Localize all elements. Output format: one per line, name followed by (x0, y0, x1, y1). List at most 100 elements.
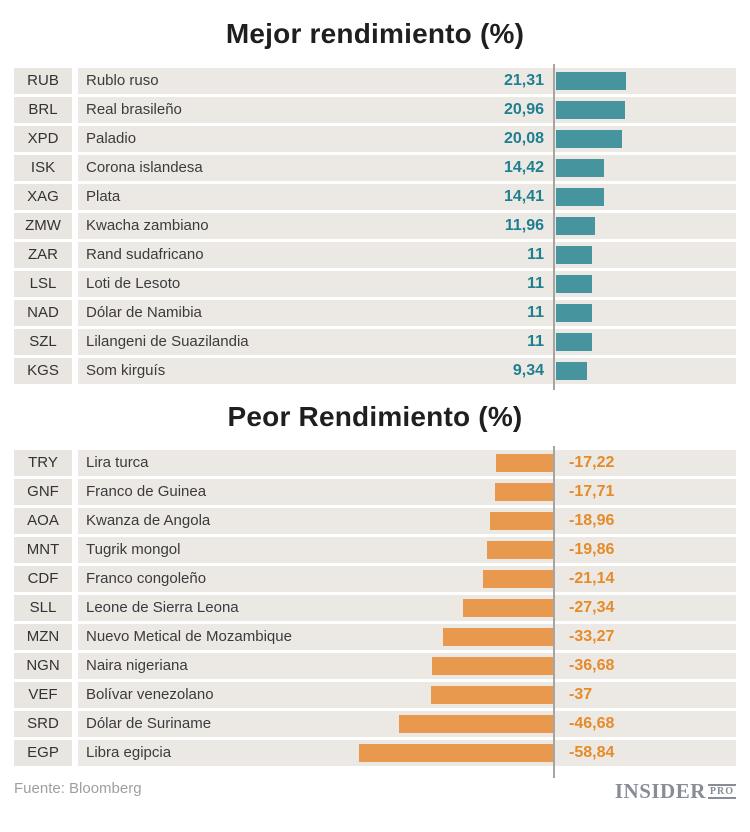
table-row: LSL Loti de Lesoto 11 (0, 271, 750, 297)
positive-bar (556, 159, 604, 177)
row-background-band (78, 566, 736, 592)
currency-name-label: Loti de Lesoto (86, 275, 181, 292)
value-label: 11 (527, 275, 544, 292)
currency-name-label: Plata (86, 188, 121, 205)
table-row: ISK Corona islandesa 14,42 (0, 155, 750, 181)
table-row: TRY Lira turca -17,22 (0, 450, 750, 476)
currency-name-label: Lira turca (86, 454, 149, 471)
currency-code-badge: RUB (14, 68, 72, 94)
zero-axis-line-bottom (553, 446, 555, 778)
positive-bar (556, 362, 587, 380)
table-row: CDF Franco congoleño -21,14 (0, 566, 750, 592)
negative-bar (463, 599, 553, 617)
value-label: 14,42 (503, 159, 544, 176)
positive-bar (556, 188, 604, 206)
currency-code-badge: VEF (14, 682, 72, 708)
currency-name-label: Paladio (86, 130, 137, 147)
currency-code-badge: ZMW (14, 213, 72, 239)
positive-bar (556, 130, 622, 148)
value-label: -33,27 (569, 628, 615, 645)
worst-performance-title: Peor Rendimiento (%) (227, 401, 523, 432)
value-label: 14,41 (503, 188, 544, 205)
currency-code-badge: MZN (14, 624, 72, 650)
value-label: -36,68 (569, 657, 615, 674)
currency-name-label: Bolívar venezolano (86, 686, 214, 703)
currency-code-badge: AOA (14, 508, 72, 534)
zero-axis-line-top (553, 64, 555, 390)
currency-code-badge: NAD (14, 300, 72, 326)
value-label: 11 (527, 333, 544, 350)
value-label: 20,96 (503, 101, 544, 118)
row-background-band (78, 358, 736, 384)
currency-name-label: Franco de Guinea (86, 483, 207, 500)
value-label: 11 (527, 304, 544, 321)
currency-name-label: Corona islandesa (86, 159, 203, 176)
value-label: -19,86 (569, 541, 615, 558)
currency-code-badge: SRD (14, 711, 72, 737)
table-row: SLL Leone de Sierra Leona -27,34 (0, 595, 750, 621)
currency-code-badge: KGS (14, 358, 72, 384)
row-background-band (78, 242, 736, 268)
value-label: -17,71 (569, 483, 615, 500)
row-background-band (78, 624, 736, 650)
negative-bar (487, 541, 553, 559)
currency-code-badge: GNF (14, 479, 72, 505)
table-row: MZN Nuevo Metical de Mozambique -33,27 (0, 624, 750, 650)
currency-code-badge: ZAR (14, 242, 72, 268)
currency-name-label: Dólar de Namibia (86, 304, 202, 321)
negative-bar (496, 454, 553, 472)
best-performance-rows: RUB Rublo ruso 21,31 BRL Real brasileño 20,96… (0, 68, 750, 387)
positive-bar (556, 275, 592, 293)
value-label: -58,84 (569, 744, 615, 761)
row-background-band (78, 479, 736, 505)
table-row: KGS Som kirguís 9,34 (0, 358, 750, 384)
currency-name-label: Kwacha zambiano (86, 217, 209, 234)
currency-name-label: Real brasileño (86, 101, 182, 118)
value-label: -17,22 (569, 454, 615, 471)
table-row: AOA Kwanza de Angola -18,96 (0, 508, 750, 534)
positive-bar (556, 304, 592, 322)
row-background-band (78, 184, 736, 210)
row-background-band (78, 653, 736, 679)
currency-code-badge: XPD (14, 126, 72, 152)
currency-name-label: Franco congoleño (86, 570, 207, 587)
table-row: VEF Bolívar venezolano -37 (0, 682, 750, 708)
currency-name-label: Leone de Sierra Leona (86, 599, 239, 616)
negative-bar (443, 628, 553, 646)
table-row: XAG Plata 14,41 (0, 184, 750, 210)
value-label: -37 (569, 686, 593, 703)
currency-code-badge: XAG (14, 184, 72, 210)
currency-name-label: Rublo ruso (86, 72, 159, 89)
currency-code-badge: SZL (14, 329, 72, 355)
value-label: -21,14 (569, 570, 615, 587)
row-background-band (78, 155, 736, 181)
negative-bar (399, 715, 553, 733)
table-row: MNT Tugrik mongol -19,86 (0, 537, 750, 563)
negative-bar (495, 483, 553, 501)
worst-performance-rows: TRY Lira turca -17,22 GNF Franco de Guinea -1… (0, 450, 750, 769)
table-row: GNF Franco de Guinea -17,71 (0, 479, 750, 505)
value-label: -46,68 (569, 715, 615, 732)
positive-bar (556, 101, 625, 119)
currency-name-label: Libra egipcia (86, 744, 172, 761)
row-background-band (78, 271, 736, 297)
row-background-band (78, 126, 736, 152)
currency-code-badge: NGN (14, 653, 72, 679)
row-background-band (78, 450, 736, 476)
row-background-band (78, 213, 736, 239)
currency-name-label: Dólar de Suriname (86, 715, 212, 732)
positive-bar (556, 333, 592, 351)
value-label: 11,96 (504, 217, 544, 234)
currency-code-badge: MNT (14, 537, 72, 563)
currency-code-badge: BRL (14, 97, 72, 123)
table-row: RUB Rublo ruso 21,31 (0, 68, 750, 94)
positive-bar (556, 217, 595, 235)
row-background-band (78, 508, 736, 534)
value-label: 20,08 (503, 130, 544, 147)
positive-bar (556, 246, 592, 264)
negative-bar (432, 657, 553, 675)
negative-bar (359, 744, 553, 762)
table-row: NGN Naira nigeriana -36,68 (0, 653, 750, 679)
currency-name-label: Som kirguís (86, 362, 166, 379)
currency-code-badge: SLL (14, 595, 72, 621)
